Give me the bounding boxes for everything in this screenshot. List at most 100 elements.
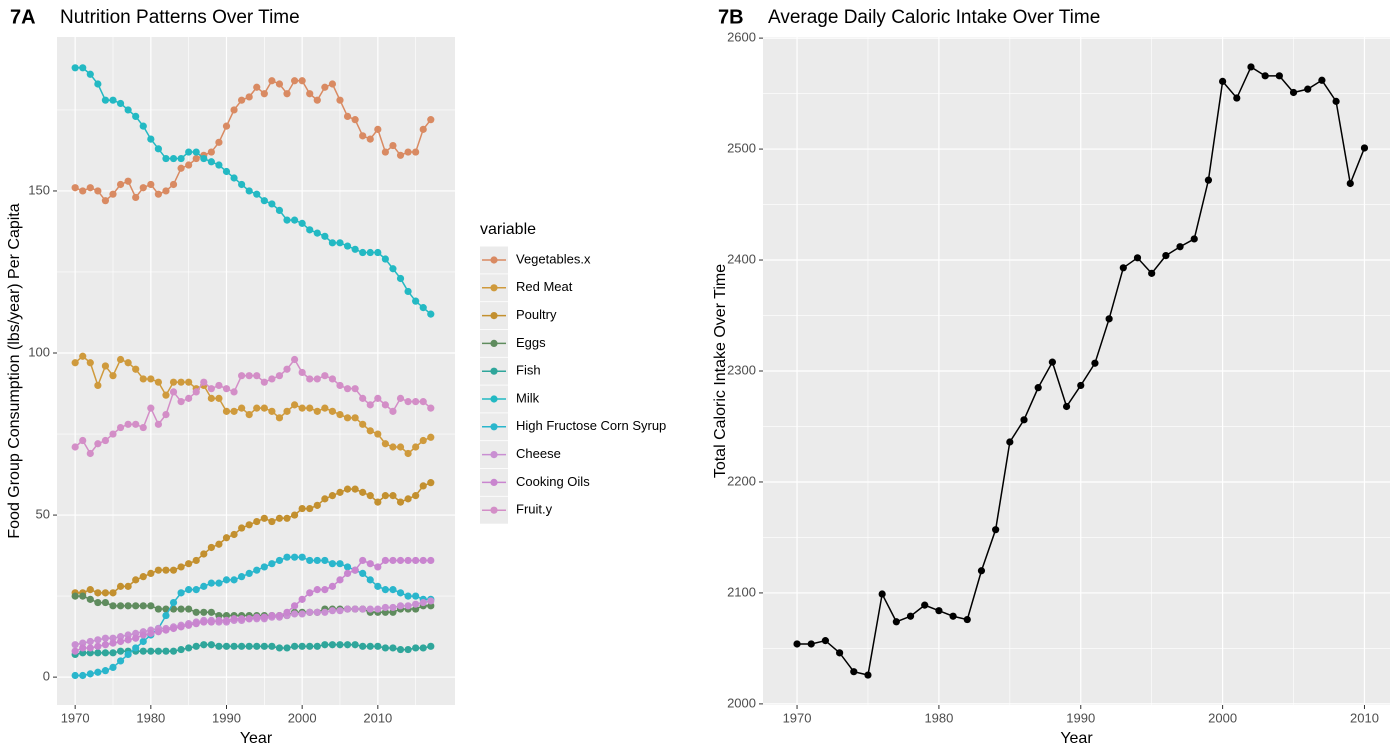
data-point: [298, 77, 306, 85]
data-point: [351, 566, 359, 574]
data-point: [343, 569, 352, 578]
data-point: [427, 597, 435, 605]
data-point: [200, 154, 208, 163]
data-point: [836, 649, 844, 657]
data-point: [116, 602, 125, 610]
data-point: [321, 641, 329, 649]
y-tick-label: 2400: [727, 251, 756, 266]
data-point: [109, 663, 117, 672]
legend-label: Fruit.y: [516, 502, 553, 517]
data-point: [351, 414, 359, 422]
data-point: [1219, 77, 1227, 85]
data-point: [86, 670, 94, 678]
data-point: [396, 151, 405, 159]
data-point: [1289, 88, 1298, 97]
data-point: [200, 378, 208, 386]
chart-title: Nutrition Patterns Over Time: [60, 7, 300, 28]
data-point: [412, 398, 420, 406]
data-point: [404, 287, 412, 296]
data-point: [139, 423, 147, 432]
data-point: [268, 200, 276, 208]
data-point: [169, 605, 178, 613]
data-point: [222, 407, 231, 415]
data-point: [245, 410, 253, 419]
data-point: [389, 407, 397, 415]
data-point: [116, 423, 125, 432]
data-point: [351, 485, 359, 493]
data-point: [124, 359, 132, 367]
data-point: [343, 385, 352, 393]
data-point: [253, 517, 261, 526]
y-tick-label: 50: [36, 507, 50, 522]
data-point: [260, 514, 268, 522]
data-point: [116, 582, 125, 590]
data-point: [222, 122, 231, 130]
data-point: [359, 248, 367, 257]
data-point: [328, 407, 337, 415]
data-point: [359, 569, 367, 578]
data-point: [79, 64, 87, 72]
data-point: [253, 190, 261, 198]
legend-key-point: [490, 312, 498, 320]
data-point: [298, 404, 306, 412]
data-point: [215, 381, 223, 390]
data-point: [71, 443, 79, 451]
data-point: [132, 634, 140, 642]
data-point: [230, 407, 238, 415]
data-point: [215, 138, 223, 146]
data-point: [1360, 144, 1369, 152]
data-point: [275, 556, 284, 565]
data-point: [298, 219, 306, 227]
data-point: [238, 96, 246, 104]
data-point: [222, 642, 231, 650]
data-point: [79, 352, 87, 360]
data-point: [94, 636, 102, 644]
data-point: [260, 404, 268, 412]
data-point: [116, 647, 125, 655]
data-point: [94, 589, 102, 597]
data-point: [321, 83, 329, 91]
data-point: [71, 671, 79, 680]
data-point: [177, 378, 185, 386]
data-point: [207, 394, 215, 402]
data-point: [71, 64, 79, 72]
data-point: [419, 398, 427, 406]
data-point: [412, 492, 420, 500]
data-point: [192, 620, 200, 628]
data-point: [124, 636, 132, 644]
legend-label: Poultry: [516, 307, 557, 322]
data-point: [419, 304, 427, 312]
data-point: [396, 556, 405, 565]
data-point: [313, 642, 321, 650]
data-point: [427, 556, 435, 565]
data-point: [313, 96, 321, 104]
data-point: [185, 560, 193, 568]
data-point: [374, 430, 382, 438]
data-point: [921, 601, 929, 609]
data-point: [101, 96, 110, 104]
x-tick-label: 1980: [136, 710, 165, 725]
data-point: [260, 563, 268, 571]
data-point: [109, 602, 117, 610]
data-point: [260, 90, 268, 98]
x-tick-label: 1980: [924, 710, 953, 725]
data-point: [86, 586, 94, 594]
data-point: [245, 521, 253, 529]
data-point: [396, 274, 405, 283]
data-point: [1048, 358, 1056, 366]
data-point: [290, 553, 299, 561]
data-point: [169, 624, 178, 633]
data-point: [177, 563, 185, 571]
legend-label: Eggs: [516, 335, 546, 350]
data-point: [177, 154, 185, 163]
data-point: [298, 595, 306, 603]
data-point: [328, 560, 337, 568]
data-point: [336, 239, 344, 247]
data-point: [192, 556, 200, 565]
x-tick-label: 2000: [1208, 710, 1237, 725]
data-point: [116, 637, 125, 646]
data-point: [94, 187, 102, 195]
data-point: [147, 647, 155, 655]
data-point: [124, 420, 132, 428]
data-point: [230, 530, 238, 539]
